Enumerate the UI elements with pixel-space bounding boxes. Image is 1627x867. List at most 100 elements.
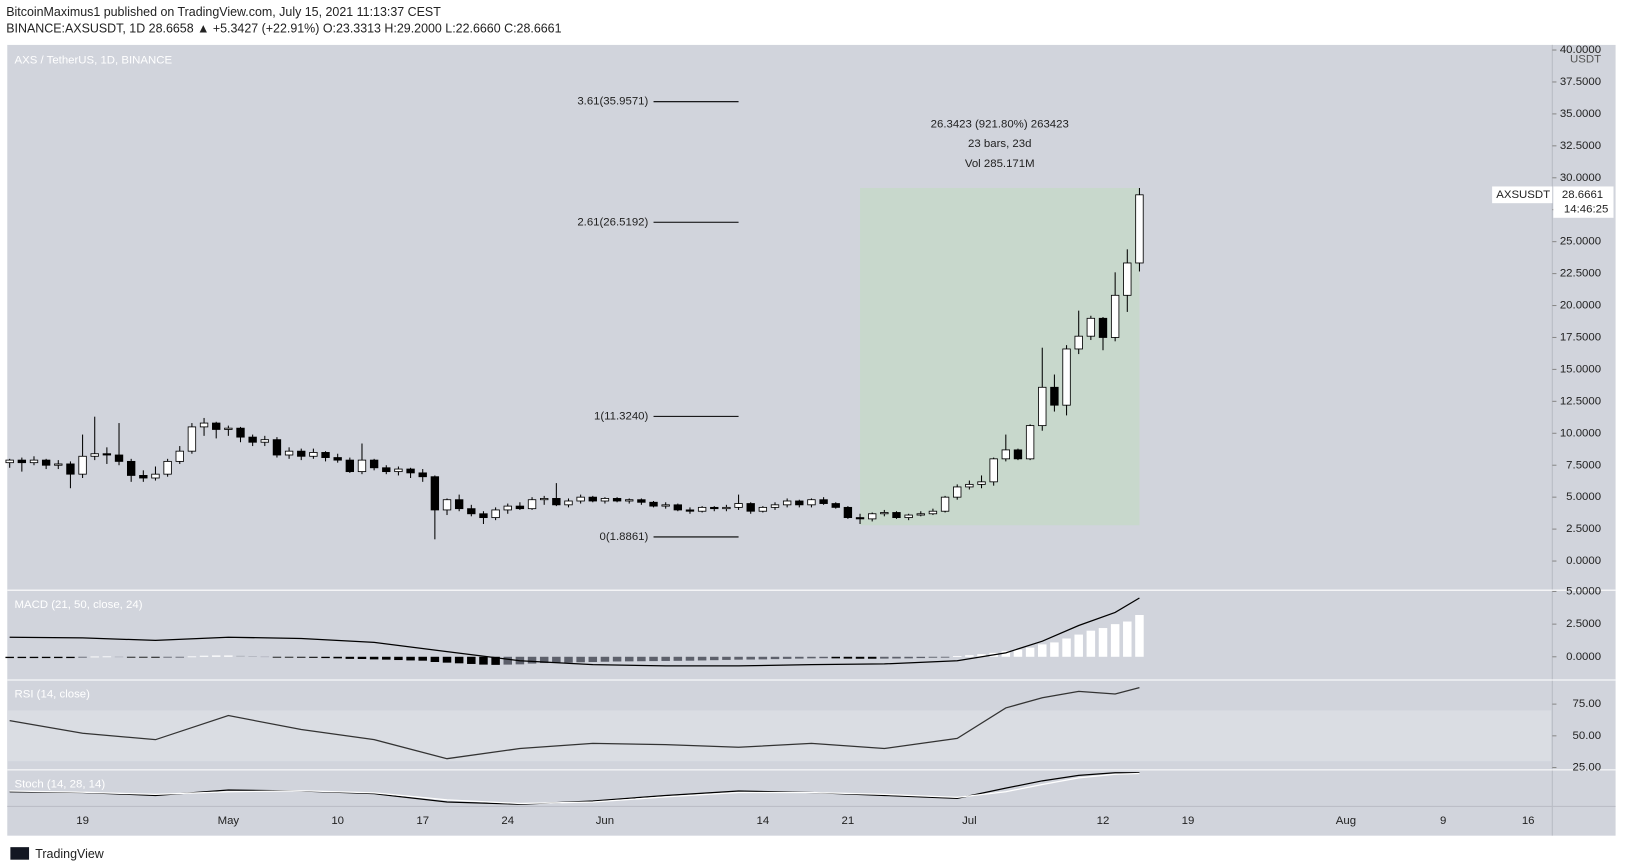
candle-body <box>442 499 452 511</box>
histogram-bar <box>1038 644 1047 657</box>
candle-body <box>260 439 269 443</box>
candle-body <box>540 498 549 501</box>
histogram-bar <box>612 656 622 662</box>
histogram-bar <box>333 656 342 659</box>
candle-body <box>430 476 440 511</box>
last-price-label: 28.6661 <box>1562 189 1603 201</box>
y-tick-label: 40.0000 <box>1560 44 1601 56</box>
histogram-bar <box>600 656 610 662</box>
y-tick-label: 32.5000 <box>1560 140 1601 152</box>
candle-body <box>1086 317 1096 337</box>
pane-title: MACD (21, 50, close, 24) <box>15 599 143 611</box>
candle-body <box>746 503 755 512</box>
histogram-bar <box>916 656 926 659</box>
histogram-bar <box>78 656 87 658</box>
candle-body <box>467 508 476 515</box>
histogram-bar <box>224 655 233 657</box>
y-tick-label: 50.00 <box>1573 730 1602 742</box>
histogram-bar <box>454 656 464 664</box>
candle-body <box>576 496 585 502</box>
candle-body <box>90 453 99 457</box>
histogram-bar <box>357 656 367 659</box>
candle-body <box>382 467 391 473</box>
candle-body <box>685 509 695 512</box>
x-tick-label: Jun <box>596 815 614 827</box>
histogram-bar <box>41 656 51 659</box>
histogram-bar <box>710 656 719 661</box>
y-tick-label: 10.0000 <box>1560 427 1601 439</box>
candle-body <box>527 499 537 510</box>
y-tick-label: 35.0000 <box>1560 108 1601 120</box>
candle-body <box>1098 317 1108 338</box>
candle-body <box>673 504 683 511</box>
histogram-bar <box>831 656 840 659</box>
histogram-bar <box>624 656 634 662</box>
candle-body <box>212 422 221 430</box>
x-tick-label: 9 <box>1440 815 1446 827</box>
candle-body <box>5 459 14 464</box>
histogram-bar <box>54 656 63 659</box>
candle-body <box>151 473 160 479</box>
histogram-bar <box>442 656 452 663</box>
histogram-bar <box>430 656 440 663</box>
candle-body <box>175 450 184 462</box>
candle-body <box>321 452 330 458</box>
histogram-bar <box>1086 630 1096 657</box>
x-tick-label: May <box>218 815 240 827</box>
measure-label: 23 bars, 23d <box>968 138 1031 150</box>
histogram-bar <box>211 655 221 657</box>
x-tick-label: 12 <box>1097 815 1110 827</box>
histogram-bar <box>564 656 573 663</box>
x-tick-label: 14 <box>757 815 770 827</box>
candle-body <box>224 427 233 430</box>
symbol-line: BINANCE:AXSUSDT, 1D 28.6658 ▲ +5.3427 (+… <box>6 22 561 36</box>
last-price-axis <box>1553 186 1614 218</box>
histogram-bar <box>746 656 755 660</box>
y-tick-label: 0.0000 <box>1566 555 1601 567</box>
y-tick-label: 5.0000 <box>1566 491 1601 503</box>
histogram-bar <box>1013 649 1023 657</box>
candle-body <box>1050 386 1059 406</box>
y-tick-label: 17.5000 <box>1560 331 1601 343</box>
candle-body <box>187 426 197 452</box>
candle-body <box>503 505 512 511</box>
histogram-bar <box>102 656 112 658</box>
candle-body <box>1074 335 1083 350</box>
candle-body <box>345 459 355 473</box>
histogram-bar <box>272 656 282 658</box>
histogram-bar <box>673 656 683 661</box>
candle-body <box>297 450 306 457</box>
histogram-bar <box>248 656 257 657</box>
pane-title: RSI (14, close) <box>15 689 91 701</box>
histogram-bar <box>1123 621 1132 657</box>
candle-body <box>564 500 573 506</box>
histogram-bar <box>491 656 500 665</box>
candle-body <box>965 483 974 488</box>
histogram-bar <box>697 656 707 661</box>
candle-body <box>855 517 865 520</box>
histogram-bar <box>321 656 330 659</box>
candle-body <box>916 513 925 516</box>
histogram-bar <box>807 656 816 659</box>
candle-body <box>163 460 172 475</box>
candle-body <box>41 459 51 466</box>
histogram-bar <box>588 656 598 663</box>
candle-body <box>819 499 828 504</box>
candle-body <box>1013 449 1023 460</box>
candle-body <box>588 496 597 502</box>
footer: TradingView <box>35 847 104 861</box>
histogram-bar <box>1074 634 1083 657</box>
x-tick-label: Jul <box>962 815 977 827</box>
histogram-bar <box>795 656 804 659</box>
y-tick-label: 12.5000 <box>1560 395 1601 407</box>
histogram-bar <box>952 656 962 657</box>
histogram-bar <box>394 656 403 661</box>
candle-body <box>831 503 840 508</box>
publisher: BitcoinMaximus1 published on TradingView… <box>6 5 441 19</box>
histogram-bar <box>576 656 585 663</box>
histogram-bar <box>175 656 185 658</box>
last-price-symbol: AXSUSDT <box>1496 189 1550 201</box>
pane-title: AXS / TetherUS, 1D, BINANCE <box>15 55 173 67</box>
histogram-bar <box>236 655 245 657</box>
